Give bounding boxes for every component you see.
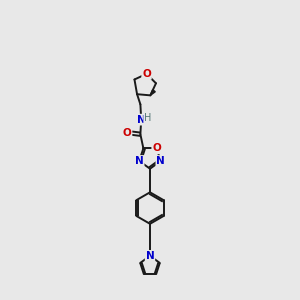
Text: N: N	[135, 156, 144, 166]
Text: N: N	[146, 251, 154, 261]
Polygon shape	[150, 90, 155, 95]
Text: O: O	[123, 128, 131, 138]
Text: O: O	[152, 143, 161, 153]
Text: N: N	[137, 115, 146, 124]
Text: N: N	[156, 156, 165, 166]
Text: H: H	[144, 113, 151, 123]
Text: O: O	[142, 69, 151, 79]
